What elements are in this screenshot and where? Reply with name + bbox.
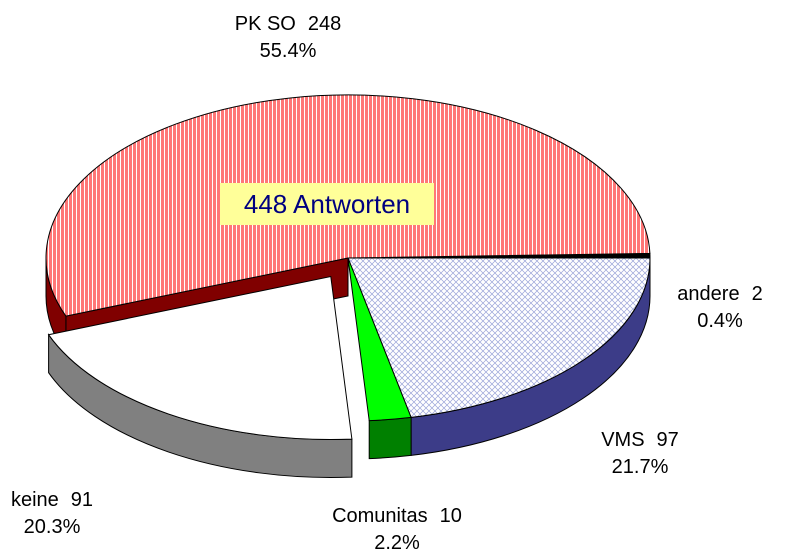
value-label: 2 <box>752 283 763 305</box>
category-label: PK SO <box>235 13 296 35</box>
slice-label: Comunitas 10 <box>332 505 462 527</box>
slice-side <box>368 416 412 460</box>
slice-label: andere 2 <box>677 283 762 305</box>
category-label: VMS <box>601 429 644 451</box>
value-label: 248 <box>308 13 341 35</box>
percentage-label: 21.7% <box>612 456 669 478</box>
percentage-label: 55.4% <box>260 40 317 62</box>
value-label: 10 <box>440 505 462 527</box>
slice <box>47 275 353 440</box>
annotation-box <box>220 183 434 225</box>
category-label: Comunitas <box>332 505 428 527</box>
value-label: 91 <box>71 489 93 511</box>
category-label: keine <box>11 489 59 511</box>
slice <box>347 257 651 418</box>
annotation: 448 Antworten <box>244 189 410 219</box>
slice-label: VMS 97 <box>601 429 679 451</box>
slice-label: keine 91 <box>11 489 93 511</box>
percentage-label: 0.4% <box>697 310 743 332</box>
percentage-label: 20.3% <box>24 516 81 538</box>
value-label: 97 <box>657 429 679 451</box>
percentage-label: 2.2% <box>374 532 420 554</box>
slice <box>347 257 412 422</box>
slice-label: PK SO 248 <box>235 13 342 35</box>
category-label: andere <box>677 283 739 305</box>
pie <box>45 94 651 478</box>
labels: PK SO 248 55.4% andere 2 0.4% VMS 97 21.7% Comuni… <box>11 13 763 554</box>
